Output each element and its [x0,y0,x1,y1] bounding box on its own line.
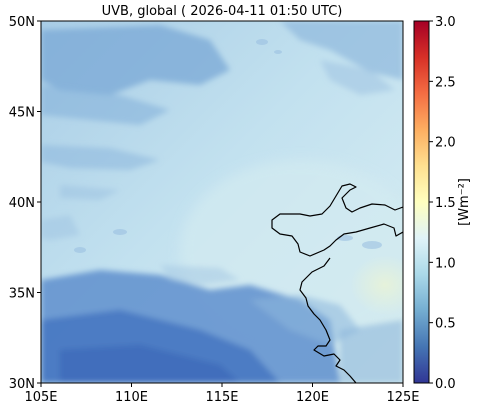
coastline [271,183,403,383]
x-tick-label: 110E [115,390,148,405]
map-title: UVB, global ( 2026-04-11 01:50 UTC) [102,4,343,19]
y-tick-label: 30N [9,377,35,392]
x-tick-label: 115E [205,390,238,405]
y-tick-label: 35N [9,287,35,302]
uvb-field [41,21,403,383]
colorbar-tick-label: 2.5 [435,75,456,90]
x-tick-label: 125E [386,390,419,405]
colorbar-tick-label: 1.5 [435,196,456,211]
y-axis-ticks: 30N 35N 40N 45N 50N [9,15,41,392]
colorbar-tick-label: 1.0 [435,256,456,271]
y-tick-label: 40N [9,196,35,211]
x-tick-label: 120E [296,390,329,405]
x-tick-label: 105E [24,390,57,405]
colorbar-tick-label: 3.0 [435,15,456,30]
colorbar-tick-label: 2.0 [435,136,456,151]
x-axis-ticks: 105E 110E 115E 120E 125E [24,383,420,405]
colorbar-gradient [414,21,429,383]
colorbar-tick-label: 0.0 [435,377,456,392]
colorbar-tick-label: 0.5 [435,317,456,332]
colorbar-label: [Wm⁻²] [457,178,472,226]
cloud-specks [74,39,382,253]
colorbar-ticks: 0.0 0.5 1.0 1.5 2.0 2.5 3.0 [429,15,456,392]
y-tick-label: 50N [9,15,35,30]
cloud-field-south [41,265,403,383]
cloud-field-north [41,21,403,240]
y-tick-label: 45N [9,106,35,121]
